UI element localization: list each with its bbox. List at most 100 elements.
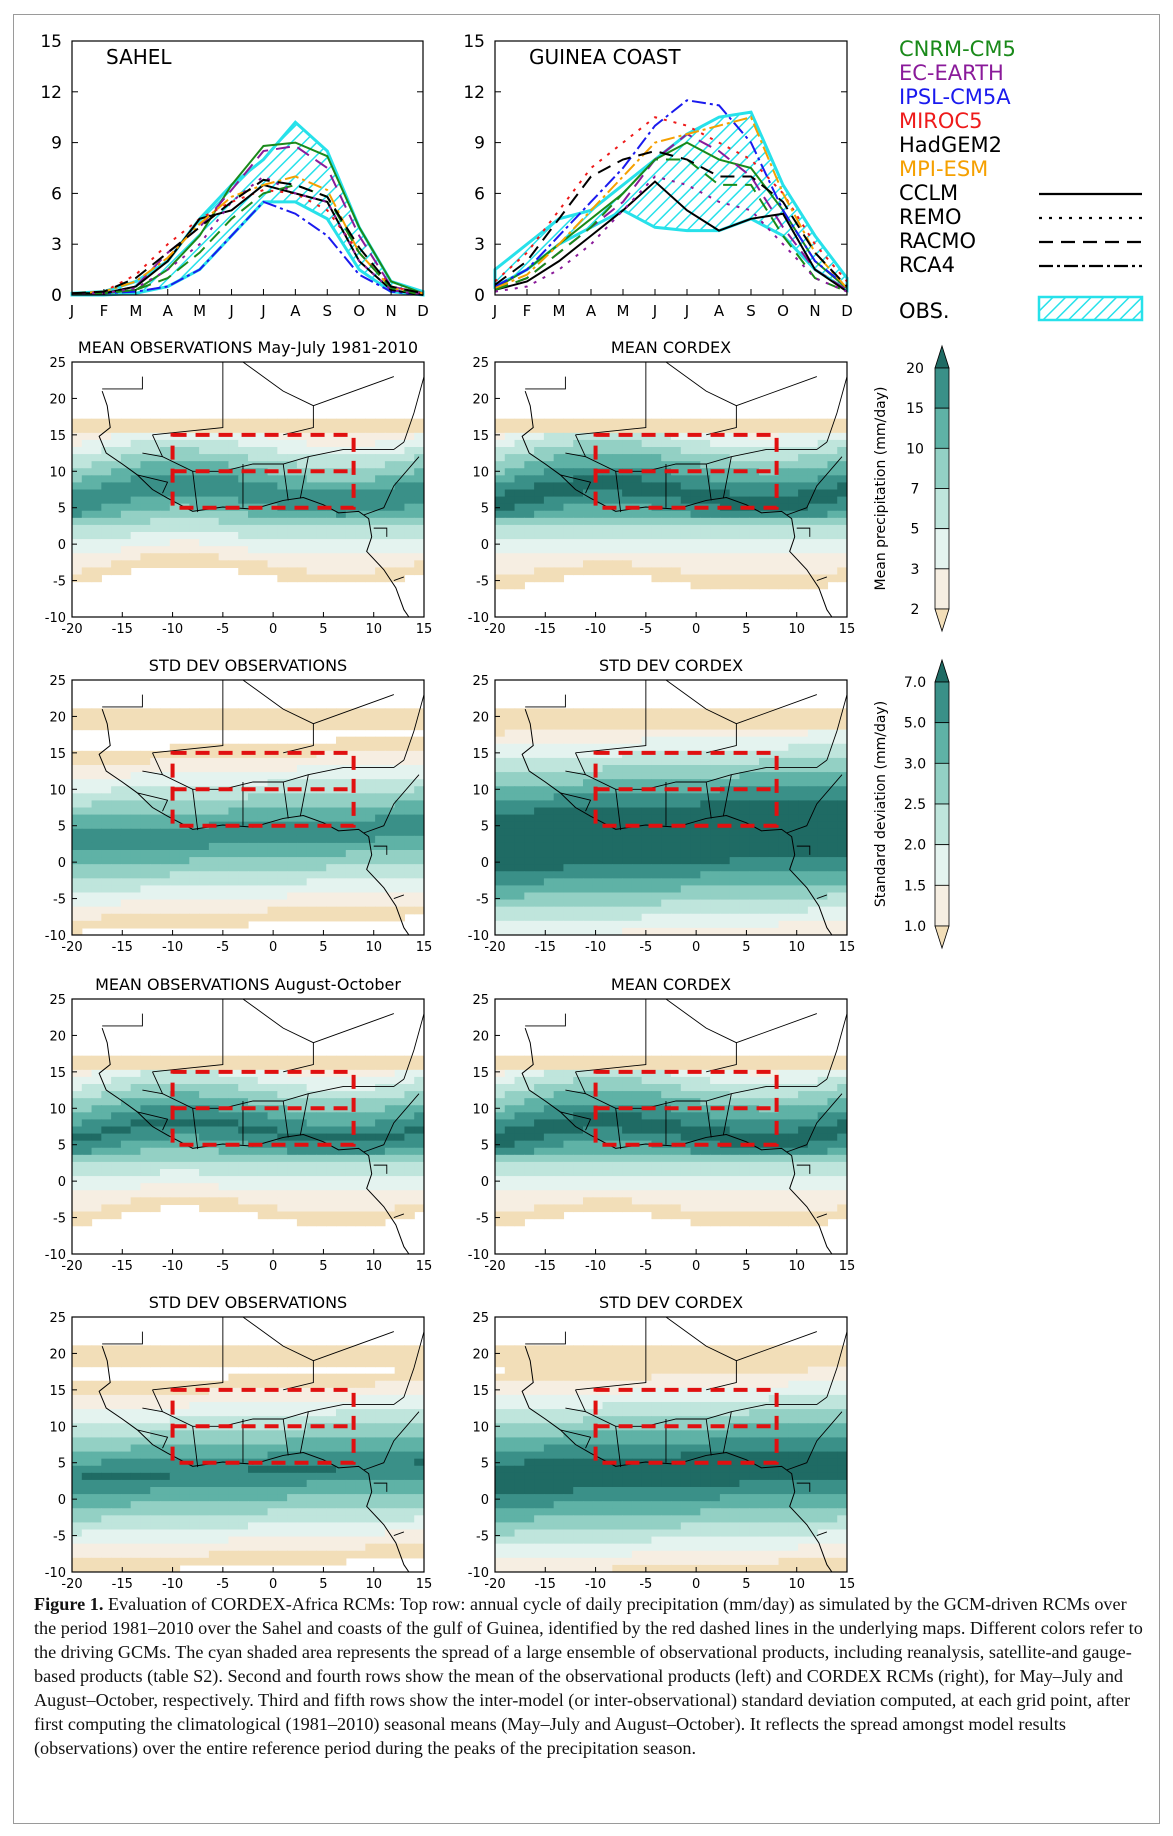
field-cell xyxy=(306,418,318,427)
field-cell xyxy=(592,850,604,858)
field-cell xyxy=(111,842,122,851)
y-tick-label: 9 xyxy=(51,134,62,154)
field-cell xyxy=(248,765,259,773)
field-cell xyxy=(169,1055,181,1064)
field-cell xyxy=(208,1190,220,1198)
field-cell xyxy=(651,871,662,879)
field-cell xyxy=(287,814,298,823)
field-cell xyxy=(287,1055,298,1064)
field-cell xyxy=(365,1169,376,1177)
field-cell xyxy=(514,927,525,935)
legend-gcm-label: MPI-ESM xyxy=(899,157,988,181)
field-cell xyxy=(81,496,93,505)
field-cell xyxy=(277,1147,288,1156)
field-cell xyxy=(739,553,750,561)
series-line xyxy=(494,158,848,293)
map-field xyxy=(495,680,847,935)
field-cell xyxy=(404,814,415,823)
field-cell xyxy=(543,517,555,526)
field-cell xyxy=(296,899,308,908)
field-cell xyxy=(680,743,692,752)
field-cell xyxy=(700,418,711,427)
field-cell xyxy=(651,786,662,794)
field-cell xyxy=(111,1119,122,1128)
field-cell xyxy=(563,510,574,519)
field-cell xyxy=(150,828,161,837)
field-cell xyxy=(72,1190,83,1198)
field-cell xyxy=(798,539,809,547)
field-cell xyxy=(120,489,132,498)
field-cell xyxy=(296,496,308,505)
field-cell xyxy=(277,482,288,491)
field-cell xyxy=(326,439,337,448)
field-cell xyxy=(238,439,249,448)
field-cell xyxy=(72,878,83,887)
field-cell xyxy=(495,871,506,879)
field-cell xyxy=(111,553,122,561)
field-cell xyxy=(160,1105,171,1113)
map-title: STD DEV OBSERVATIONS xyxy=(149,656,347,675)
field-cell xyxy=(798,885,809,894)
field-cell xyxy=(768,567,780,576)
field-cell xyxy=(504,425,516,434)
field-cell xyxy=(208,510,220,519)
field-cell xyxy=(739,793,750,802)
field-cell xyxy=(296,1062,308,1071)
field-cell xyxy=(583,871,594,879)
series-line xyxy=(494,116,848,290)
field-cell xyxy=(759,524,770,533)
field-cell xyxy=(739,708,750,717)
field-cell xyxy=(355,1147,366,1156)
field-cell xyxy=(602,793,613,802)
field-cell xyxy=(414,1169,424,1177)
field-cell xyxy=(710,553,721,561)
field-cell xyxy=(612,842,623,851)
field-cell xyxy=(573,864,584,872)
field-cell xyxy=(404,1147,415,1156)
field-cell xyxy=(336,800,347,809)
field-cell xyxy=(592,496,604,505)
field-cell xyxy=(710,807,721,816)
field-cell xyxy=(169,546,181,554)
field-cell xyxy=(120,1183,132,1191)
field-cell xyxy=(208,1176,220,1184)
field-cell xyxy=(189,1147,200,1156)
field-cell xyxy=(208,757,220,766)
field-cell xyxy=(208,439,220,448)
field-cell xyxy=(837,913,847,922)
field-cell xyxy=(612,772,623,780)
field-cell xyxy=(140,715,151,724)
field-cell xyxy=(91,779,102,787)
field-cell xyxy=(326,1147,337,1156)
field-cell xyxy=(267,878,278,887)
field-cell xyxy=(543,425,555,434)
field-cell xyxy=(189,906,200,915)
field-cell xyxy=(277,842,288,851)
field-cell xyxy=(365,1069,376,1078)
field-cell xyxy=(140,1098,151,1106)
field-cell xyxy=(345,1119,357,1128)
field-cell xyxy=(543,743,555,752)
field-cell xyxy=(91,708,102,717)
field-cell xyxy=(140,1112,151,1121)
field-cell xyxy=(719,708,731,717)
field-cell xyxy=(150,1169,161,1177)
field-cell xyxy=(759,814,770,823)
field-cell xyxy=(495,546,506,554)
field-cell xyxy=(189,1197,200,1206)
x-tick-label: -5 xyxy=(216,622,229,637)
field-cell xyxy=(827,800,838,809)
field-cell xyxy=(160,510,171,519)
field-cell xyxy=(553,425,565,434)
field-cell xyxy=(257,475,269,484)
field-cell xyxy=(817,581,829,590)
field-cell xyxy=(81,1105,93,1113)
field-cell xyxy=(150,1147,161,1156)
field-cell xyxy=(563,850,574,858)
field-cell xyxy=(414,1126,424,1135)
field-cell xyxy=(345,425,357,434)
field-cell xyxy=(612,743,623,752)
field-cell xyxy=(384,454,396,462)
field-cell xyxy=(827,468,838,476)
field-cell xyxy=(355,828,366,837)
